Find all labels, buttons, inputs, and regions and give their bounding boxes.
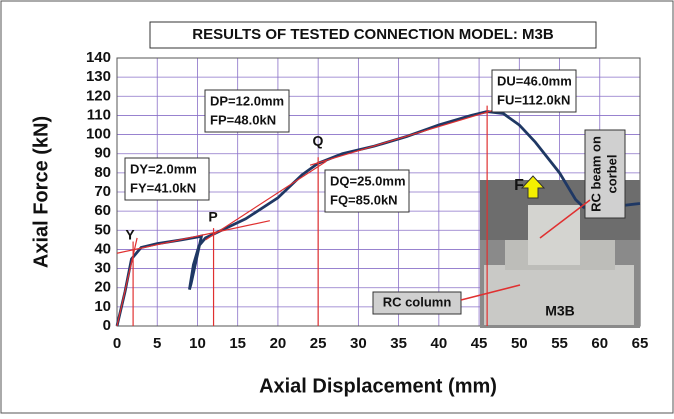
annotation-text: FP=48.0kN: [210, 112, 276, 127]
x-tick-label: 55: [551, 335, 568, 352]
y-tick-label: 120: [86, 87, 111, 104]
annotation-text: FU=112.0kN: [497, 92, 570, 107]
x-tick-label: 65: [632, 335, 649, 352]
annotation-text: FY=41.0kN: [130, 180, 196, 195]
y-tick-label: 50: [94, 221, 111, 238]
annotation-box: [324, 169, 410, 213]
force-label: F: [514, 177, 524, 194]
x-tick-label: 20: [270, 335, 287, 352]
y-tick-label: 10: [94, 298, 111, 315]
annotation-box: [124, 157, 210, 201]
x-tick-label: 50: [511, 335, 528, 352]
point-letter: Y: [125, 227, 135, 243]
x-tick-label: 10: [189, 335, 206, 352]
x-tick-label: 25: [310, 335, 327, 352]
y-axis-label: Axial Force (kN): [30, 116, 52, 268]
x-tick-label: 15: [229, 335, 246, 352]
annotation-text: DU=46.0mm: [497, 73, 572, 88]
column-label: RC column: [383, 294, 452, 309]
x-tick-label: 60: [591, 335, 608, 352]
annotation-text: DQ=25.0mm: [330, 173, 406, 188]
annotation-box: [204, 89, 290, 133]
x-tick-label: 5: [153, 335, 161, 352]
y-tick-label: 90: [94, 145, 111, 162]
beam-label: RC beam on: [588, 136, 603, 212]
beam-label: corbel: [604, 154, 619, 193]
annotation-text: FQ=85.0kN: [330, 192, 398, 207]
annotation-text: DP=12.0mm: [210, 93, 284, 108]
column-label-box: [372, 291, 462, 315]
chart-title: RESULTS OF TESTED CONNECTION MODEL: M3B: [192, 26, 554, 43]
y-tick-label: 30: [94, 260, 111, 277]
beam-pointer: [539, 199, 591, 239]
y-tick-label: 20: [94, 279, 111, 296]
data-line: [116, 109, 496, 327]
annotation-text: DY=2.0mm: [130, 161, 197, 176]
beam-label-box: [584, 129, 626, 219]
y-tick-label: 130: [86, 68, 111, 85]
y-tick-label: 80: [94, 164, 111, 181]
specimen-label: M3B: [545, 303, 575, 319]
force-arrow: [520, 175, 546, 199]
column-pointer: [460, 284, 521, 301]
x-tick-label: 30: [350, 335, 367, 352]
point-letter: Q: [313, 133, 324, 149]
x-tick-label: 40: [431, 335, 448, 352]
photo-column: [484, 265, 634, 325]
x-tick-label: 45: [471, 335, 488, 352]
title-box: [149, 21, 597, 49]
point-letter: P: [208, 209, 217, 225]
x-axis-label: Axial Displacement (mm): [259, 375, 497, 397]
plot: Y DY=2.0mm FY=41.0kN P DP=12.0mm FP=48.0kN Q DQ…: [115, 69, 641, 328]
y-tick-label: 100: [86, 126, 111, 143]
annotation-box: [491, 69, 577, 113]
y-tick-label: 140: [86, 49, 111, 66]
y-tick-label: 60: [94, 202, 111, 219]
y-tick-label: 0: [103, 317, 111, 334]
y-tick-label: 70: [94, 183, 111, 200]
x-tick-label: 0: [113, 335, 121, 352]
y-tick-label: 40: [94, 240, 111, 257]
y-tick-label: 110: [87, 106, 111, 123]
x-tick-label: 35: [390, 335, 407, 352]
